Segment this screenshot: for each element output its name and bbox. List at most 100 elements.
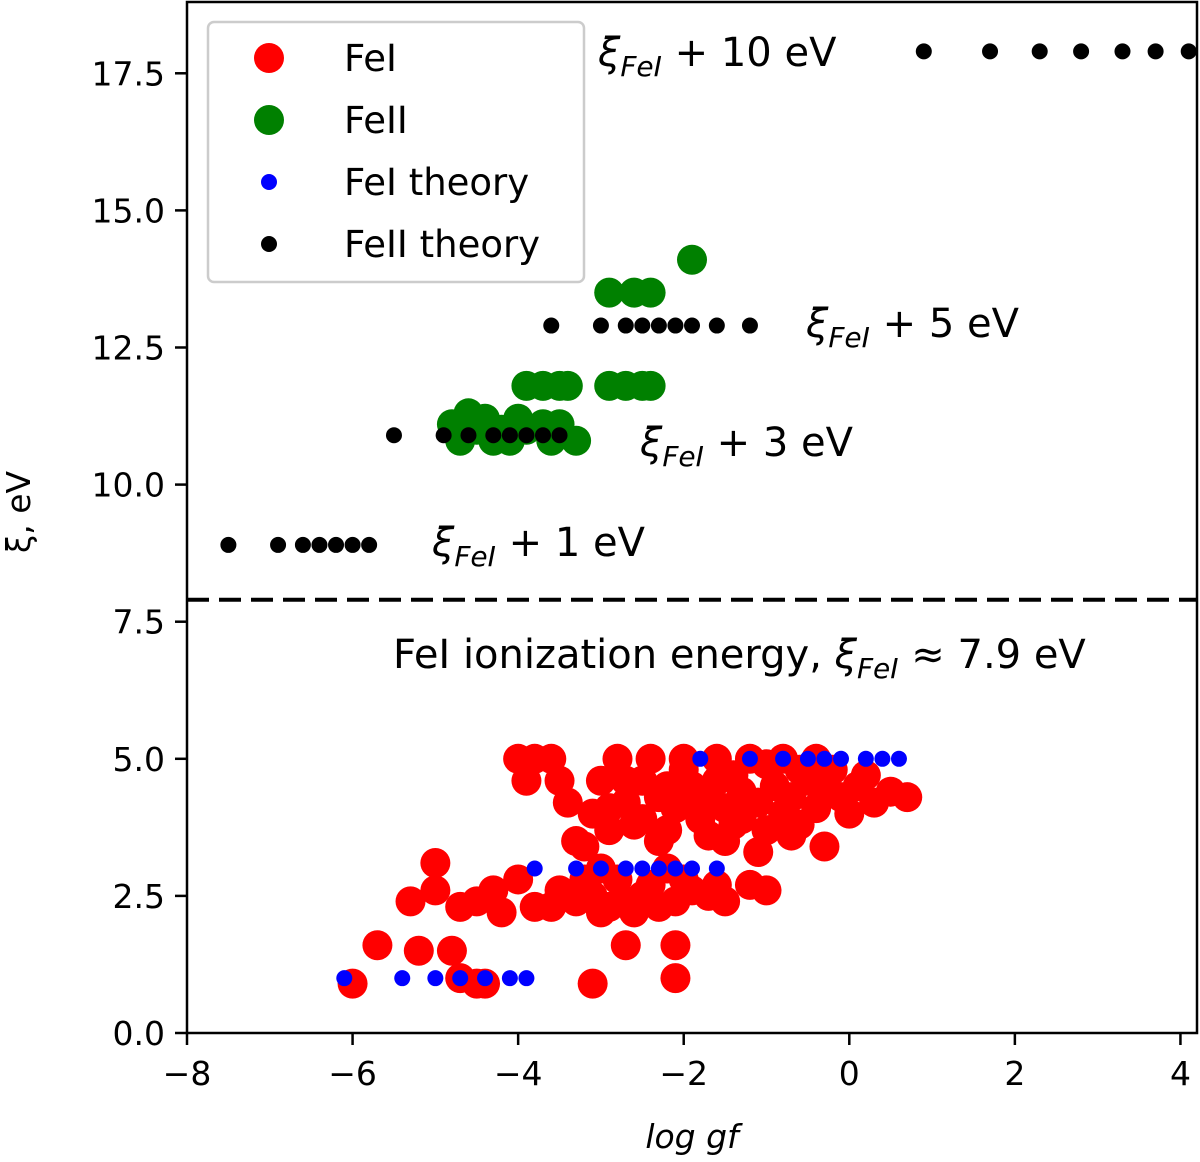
x-tick-label: 4: [1170, 1054, 1191, 1093]
fe2-theory-point: [294, 536, 311, 553]
fe1-point: [619, 897, 650, 928]
fe1-point: [850, 760, 881, 791]
x-axis-label: log gf: [645, 1117, 743, 1156]
legend-marker: [254, 105, 284, 135]
fe1-theory-point: [568, 860, 585, 877]
fe1-theory-point: [518, 970, 535, 987]
fe2-theory-point: [708, 317, 725, 334]
fe2-point: [552, 370, 583, 401]
fe1-theory-point: [816, 750, 833, 767]
fe1-point: [544, 875, 575, 906]
fe1-point: [503, 864, 534, 895]
fe2-theory-point: [270, 536, 287, 553]
fe1-theory-point: [874, 750, 891, 767]
fe1-point: [701, 765, 732, 796]
fe1-theory-point: [501, 970, 518, 987]
annotation: ξFeI + 10 eV: [597, 30, 837, 83]
fe2-theory-points: [220, 43, 1197, 553]
fe1-point: [809, 831, 840, 862]
x-tick-label: 0: [839, 1054, 860, 1093]
fe1-point: [635, 743, 666, 774]
fe1-theory-point: [775, 750, 792, 767]
fe1-theory-point: [617, 860, 634, 877]
fe2-theory-point: [485, 427, 502, 444]
fe2-theory-point: [328, 536, 345, 553]
fe2-theory-point: [543, 317, 560, 334]
fe2-point: [635, 370, 666, 401]
y-tick-label: 7.5: [113, 603, 165, 642]
x-axis-ticks: −8 −6 −4 −2 0 2 4: [163, 1033, 1191, 1093]
annotation: FeI ionization energy, ξFeI ≈ 7.9 eV: [393, 632, 1086, 685]
fe2-theory-point: [518, 427, 535, 444]
fe2-theory-point: [1031, 43, 1048, 60]
y-tick-label: 5.0: [113, 740, 165, 779]
fe1-theory-point: [394, 970, 411, 987]
annotation: ξFeI + 5 eV: [805, 301, 1020, 354]
legend-marker: [254, 43, 284, 73]
fe1-point: [660, 930, 691, 961]
fe1-theory-point: [477, 970, 494, 987]
legend-label: FeII theory: [344, 223, 540, 266]
fe2-theory-point: [617, 317, 634, 334]
fe1-point: [395, 886, 426, 917]
fe1-theory-point: [684, 860, 700, 877]
fe1-point: [834, 798, 865, 829]
fe2-theory-point: [634, 317, 651, 334]
fe2-theory-point: [1147, 43, 1164, 60]
fe1-point: [511, 765, 542, 796]
fe2-theory-point: [684, 317, 700, 334]
fe1-point: [610, 765, 641, 796]
annotations: ξFeI + 1 eV ξFeI + 3 eV ξFeI + 5 eV ξFeI + …: [393, 30, 1086, 685]
fe1-point: [585, 765, 616, 796]
fe1-point: [693, 820, 724, 851]
fe1-point: [577, 968, 608, 999]
fe1-point: [743, 837, 774, 868]
fe1-theory-point: [452, 970, 469, 987]
y-axis-ticks: 0.0 2.5 5.0 7.5 10.0 12.5 15.0 17.5: [92, 54, 187, 1053]
fe1-theory-point: [336, 970, 353, 987]
y-tick-label: 12.5: [92, 328, 165, 367]
fe2-theory-point: [344, 536, 361, 553]
fe1-point: [726, 804, 757, 835]
fe1-point: [362, 930, 393, 961]
legend: FeI FeII FeI theory FeII theory: [206, 20, 586, 284]
legend-marker: [261, 174, 277, 190]
fe2-theory-point: [551, 427, 568, 444]
x-tick-label: −6: [328, 1054, 377, 1093]
legend-label: FeI: [344, 37, 397, 80]
fe1-point: [610, 930, 641, 961]
fe2-point: [677, 244, 707, 275]
fe1-theory-point: [741, 750, 758, 767]
y-tick-label: 17.5: [92, 54, 165, 93]
plot-frame: [185, 0, 1199, 1035]
fe2-theory-point: [501, 427, 518, 444]
fe2-theory-point: [1073, 43, 1090, 60]
fe1-theory-point: [833, 750, 850, 767]
legend-box: [206, 20, 586, 284]
legend-label: FeII: [344, 99, 408, 142]
fe1-point: [594, 815, 625, 846]
y-tick-label: 10.0: [92, 466, 165, 505]
fe2-theory-point: [220, 536, 237, 553]
fe1-point: [486, 897, 517, 928]
fe1-theory-point: [592, 860, 609, 877]
fe1-point: [701, 869, 732, 900]
fe1-point: [892, 782, 923, 813]
x-tick-label: 2: [1004, 1054, 1025, 1093]
y-tick-label: 15.0: [92, 191, 165, 230]
fe2-points: [436, 244, 707, 456]
annotation: ξFeI + 1 eV: [431, 520, 646, 573]
fe2-theory-point: [385, 427, 402, 444]
fe1-theory-point: [890, 750, 907, 767]
fe1-point: [420, 847, 451, 878]
fe1-point: [561, 826, 592, 857]
fe1-point: [660, 963, 691, 994]
fe1-point: [751, 875, 782, 906]
fe1-point: [420, 875, 451, 906]
fe2-theory-point: [534, 427, 551, 444]
fe1-theory-point: [692, 750, 709, 767]
fe1-point: [627, 804, 658, 835]
legend-marker: [261, 236, 277, 252]
fe2-point: [594, 277, 625, 308]
fe2-theory-point: [1180, 43, 1197, 60]
